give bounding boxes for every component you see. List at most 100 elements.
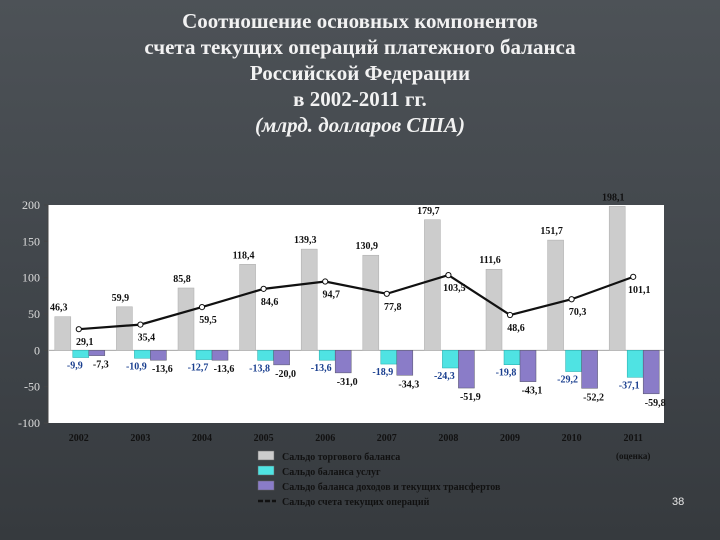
x-tick-label: 2007 xyxy=(377,433,397,444)
income-balance-bar xyxy=(396,350,414,376)
chart-title: Соотношение основных компонентов счета т… xyxy=(40,8,680,138)
title-line-4: в 2002-2011 гг. xyxy=(293,87,427,111)
trade-value-label: 59,9 xyxy=(112,293,130,304)
income-balance-bar xyxy=(88,350,106,356)
income-balance-bar xyxy=(150,350,167,361)
services-value-label: -24,3 xyxy=(434,371,455,382)
legend-swatch xyxy=(257,465,275,476)
services-balance-bar xyxy=(565,350,582,372)
income-balance-bar xyxy=(458,350,475,389)
income-balance-bar xyxy=(273,350,290,366)
x-tick-label: 2006 xyxy=(315,433,335,444)
x-tick-label: 2009 xyxy=(500,433,520,444)
current-account-value-label: 103,5 xyxy=(443,283,466,294)
services-value-label: -18,9 xyxy=(372,367,393,378)
trade-balance-bar xyxy=(116,306,133,351)
legend-swatch xyxy=(257,450,275,461)
current-account-point xyxy=(630,273,637,280)
current-account-value-label: 84,6 xyxy=(261,297,279,308)
current-account-value-label: 101,1 xyxy=(628,285,651,296)
trade-balance-bar xyxy=(485,268,503,351)
services-value-label: -12,7 xyxy=(188,363,209,374)
income-value-label: -59,8 xyxy=(645,398,666,409)
page-number: 38 xyxy=(672,496,685,508)
trade-balance-bar xyxy=(239,264,256,351)
legend-swatch xyxy=(257,480,275,491)
current-account-point xyxy=(137,321,144,328)
services-balance-bar xyxy=(442,350,459,369)
services-balance-bar xyxy=(318,350,336,361)
trade-balance-bar xyxy=(362,254,380,351)
services-balance-bar xyxy=(72,350,90,358)
income-value-label: -52,2 xyxy=(583,392,604,403)
y-tick-label: -100 xyxy=(18,416,40,430)
trade-balance-bar xyxy=(54,316,72,351)
x-tick-label: 2004 xyxy=(192,433,212,444)
trade-value-label: 118,4 xyxy=(233,250,255,261)
services-value-label: -19,8 xyxy=(496,368,517,379)
title-line-2: счета текущих операций платежного баланс… xyxy=(144,35,576,59)
trade-balance-bar xyxy=(608,206,626,351)
services-balance-bar xyxy=(134,350,151,359)
trade-value-label: 130,9 xyxy=(356,241,379,252)
income-value-label: -13,6 xyxy=(214,364,235,375)
x-tick-note: (оценка) xyxy=(616,451,650,461)
income-value-label: -31,0 xyxy=(337,377,358,388)
x-tick-label: 2008 xyxy=(438,433,458,444)
current-account-value-label: 29,1 xyxy=(76,337,94,348)
services-value-label: -13,8 xyxy=(249,363,270,374)
title-line-3: Российской Федерации xyxy=(249,61,471,85)
trade-value-label: 85,8 xyxy=(173,274,191,285)
trade-value-label: 139,3 xyxy=(294,235,317,246)
trade-balance-bar xyxy=(547,239,564,351)
income-balance-bar xyxy=(334,350,352,374)
current-account-value-label: 94,7 xyxy=(322,290,340,301)
current-account-point xyxy=(506,311,514,319)
income-balance-bar xyxy=(581,350,598,389)
trade-balance-bar xyxy=(300,248,318,351)
title-unit: (млрд. долларов США) xyxy=(254,113,466,137)
trade-value-label: 111,6 xyxy=(479,255,500,266)
y-tick-label: 200 xyxy=(22,198,40,212)
services-balance-bar xyxy=(380,350,398,365)
current-account-point xyxy=(75,326,82,333)
services-balance-bar xyxy=(195,350,213,360)
income-value-label: -51,9 xyxy=(460,392,481,403)
x-tick-label: 2003 xyxy=(130,433,150,444)
trade-value-label: 198,1 xyxy=(602,192,625,203)
trade-balance-bar xyxy=(177,287,195,351)
legend-label: Сальдо счета текущих операций xyxy=(282,497,430,508)
services-balance-bar xyxy=(626,350,644,378)
x-tick-label: 2002 xyxy=(69,433,89,444)
x-tick-label: 2011 xyxy=(623,433,642,444)
services-value-label: -13,6 xyxy=(311,363,332,374)
income-value-label: -34,3 xyxy=(398,379,419,390)
income-value-label: -43,1 xyxy=(522,386,543,397)
title-line-1: Соотношение основных компонентов xyxy=(182,9,538,33)
services-value-label: -10,9 xyxy=(126,361,147,372)
legend-label: Сальдо торгового баланса xyxy=(282,452,400,463)
income-balance-bar xyxy=(642,350,660,395)
y-tick-label: 100 xyxy=(22,271,40,285)
current-account-point xyxy=(568,296,575,303)
current-account-point xyxy=(322,278,329,285)
y-tick-label: 50 xyxy=(28,307,40,321)
income-value-label: -20,0 xyxy=(275,369,296,380)
y-tick-label: 0 xyxy=(34,343,40,357)
services-balance-bar xyxy=(257,350,274,361)
current-account-value-label: 59,5 xyxy=(199,315,217,326)
current-account-point xyxy=(198,303,206,311)
income-balance-bar xyxy=(211,350,229,361)
current-account-point xyxy=(383,290,390,297)
current-account-point xyxy=(445,272,452,279)
current-account-value-label: 35,4 xyxy=(138,333,156,344)
y-tick-label: 150 xyxy=(22,234,40,248)
x-tick-label: 2005 xyxy=(254,433,274,444)
services-balance-bar xyxy=(503,350,521,365)
trade-value-label: 179,7 xyxy=(417,206,440,217)
current-account-line xyxy=(78,273,634,331)
income-value-label: -13,6 xyxy=(152,364,173,375)
current-account-point xyxy=(260,285,267,292)
services-value-label: -29,2 xyxy=(557,375,578,386)
